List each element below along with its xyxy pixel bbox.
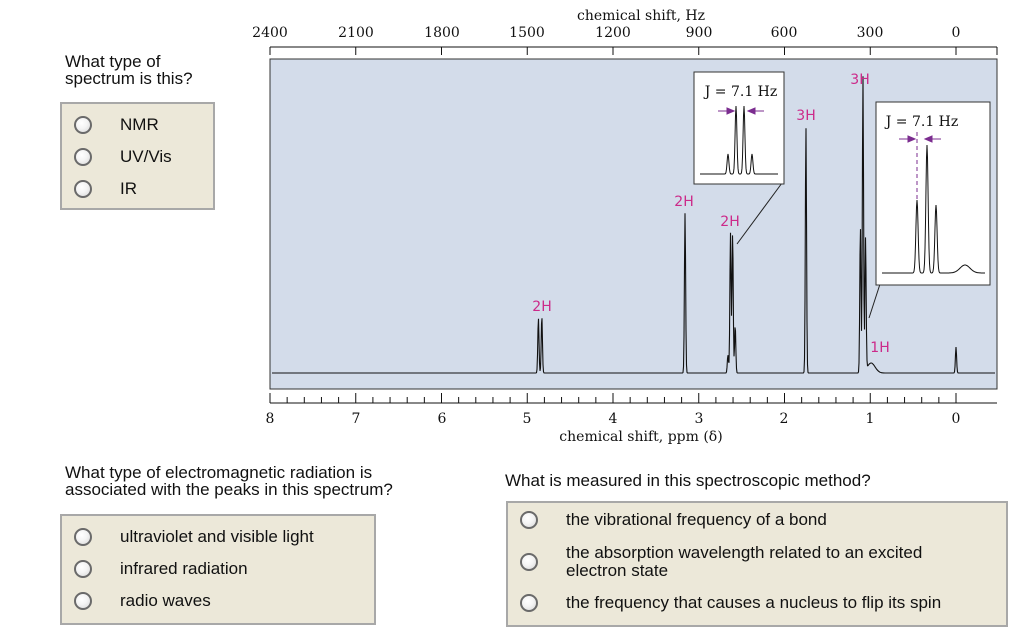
bottom-tick-label: 0 bbox=[952, 411, 961, 427]
bottom-tick-label: 7 bbox=[352, 411, 361, 427]
peak-label: 2H bbox=[720, 214, 739, 230]
radio-button[interactable] bbox=[74, 560, 92, 578]
radio-button[interactable] bbox=[74, 116, 92, 134]
option-label: IR bbox=[120, 179, 137, 198]
peak-label: 3H bbox=[850, 72, 869, 88]
bottom-axis-title: chemical shift, ppm (δ) bbox=[559, 429, 722, 445]
inset-left-leader-line bbox=[736, 182, 783, 245]
option-label: radio waves bbox=[120, 591, 211, 610]
bottom-tick-label: 8 bbox=[266, 411, 275, 427]
option-uv-vis[interactable]: UV/Vis bbox=[74, 148, 172, 166]
option-radio-waves[interactable]: radio waves bbox=[74, 592, 211, 610]
peak-label: 2H bbox=[674, 194, 693, 210]
radio-button[interactable] bbox=[74, 180, 92, 198]
option-vibrational-frequency[interactable]: the vibrational frequency of a bond bbox=[520, 511, 827, 529]
top-axis-ticks bbox=[269, 47, 998, 55]
option-label: the absorption wavelength related to an … bbox=[566, 543, 923, 580]
top-tick-label: 1200 bbox=[595, 25, 631, 41]
bottom-tick-label: 2 bbox=[780, 411, 789, 427]
top-axis-title: chemical shift, Hz bbox=[577, 8, 705, 24]
option-label: the vibrational frequency of a bond bbox=[566, 510, 827, 529]
question-3-text: What is measured in this spectroscopic m… bbox=[505, 471, 871, 490]
top-tick-label: 0 bbox=[952, 25, 961, 41]
option-label: NMR bbox=[120, 115, 159, 134]
question-1-options-panel: NMR UV/Vis IR bbox=[60, 102, 215, 210]
option-ir[interactable]: IR bbox=[74, 180, 137, 198]
peak-label: 3H bbox=[796, 108, 815, 124]
peak-label: 2H bbox=[532, 299, 551, 315]
inset-left-coupling-label: J = 7.1 Hz bbox=[703, 84, 778, 100]
bottom-tick-label: 4 bbox=[609, 411, 618, 427]
question-3-options-panel: the vibrational frequency of a bond the … bbox=[506, 501, 1008, 627]
inset-right-box bbox=[875, 101, 991, 286]
question-2-options-panel: ultraviolet and visible light infrared r… bbox=[60, 514, 376, 625]
inset-right-coupling-label: J = 7.1 Hz bbox=[884, 114, 959, 130]
radio-button[interactable] bbox=[74, 148, 92, 166]
inset-right-leader-line bbox=[868, 280, 882, 319]
radio-button[interactable] bbox=[520, 511, 538, 529]
peak-labels: 2H 2H 2H 3H 3H 1H bbox=[532, 72, 889, 356]
top-tick-label: 900 bbox=[686, 25, 713, 41]
question-2-text: What type of electromagnetic radiation i… bbox=[65, 463, 393, 499]
bottom-axis-ticks bbox=[269, 393, 957, 403]
radio-button[interactable] bbox=[74, 528, 92, 546]
inset-right-j-arrows bbox=[899, 132, 941, 200]
radio-button[interactable] bbox=[74, 592, 92, 610]
bottom-tick-label: 3 bbox=[695, 411, 704, 427]
option-ultraviolet-visible[interactable]: ultraviolet and visible light bbox=[74, 528, 314, 546]
bottom-tick-label: 6 bbox=[438, 411, 447, 427]
top-tick-label: 1500 bbox=[509, 25, 545, 41]
inset-right-trace bbox=[882, 144, 985, 274]
inset-left-j-arrows bbox=[718, 107, 764, 115]
option-nucleus-spin-flip[interactable]: the frequency that causes a nucleus to f… bbox=[520, 594, 941, 612]
top-tick-label: 600 bbox=[771, 25, 798, 41]
option-label: UV/Vis bbox=[120, 147, 172, 166]
top-tick-label: 300 bbox=[857, 25, 884, 41]
option-nmr[interactable]: NMR bbox=[74, 116, 159, 134]
top-axis-tick-labels: 2400 2100 1800 1500 1200 900 600 300 0 bbox=[252, 25, 960, 41]
peak-label: 1H bbox=[870, 340, 889, 356]
option-absorption-wavelength[interactable]: the absorption wavelength related to an … bbox=[520, 544, 922, 580]
top-tick-label: 1800 bbox=[424, 25, 460, 41]
inset-left-trace bbox=[700, 105, 778, 175]
question-1-text: What type of spectrum is this? bbox=[65, 52, 193, 88]
nmr-spectrum-figure: chemical shift, Hz 2400 2100 1800 1500 1… bbox=[252, 8, 998, 445]
bottom-axis-tick-labels: 8 7 6 5 4 3 2 1 0 bbox=[266, 411, 961, 427]
option-label: the frequency that causes a nucleus to f… bbox=[566, 593, 942, 612]
option-label: ultraviolet and visible light bbox=[120, 527, 314, 546]
option-infrared[interactable]: infrared radiation bbox=[74, 560, 248, 578]
radio-button[interactable] bbox=[520, 553, 538, 571]
bottom-tick-label: 5 bbox=[523, 411, 532, 427]
option-label: infrared radiation bbox=[120, 559, 248, 578]
top-tick-label: 2400 bbox=[252, 25, 288, 41]
radio-button[interactable] bbox=[520, 594, 538, 612]
spectrum-trace bbox=[272, 76, 995, 374]
bottom-tick-label: 1 bbox=[866, 411, 875, 427]
top-tick-label: 2100 bbox=[338, 25, 374, 41]
inset-left-box bbox=[693, 71, 785, 185]
